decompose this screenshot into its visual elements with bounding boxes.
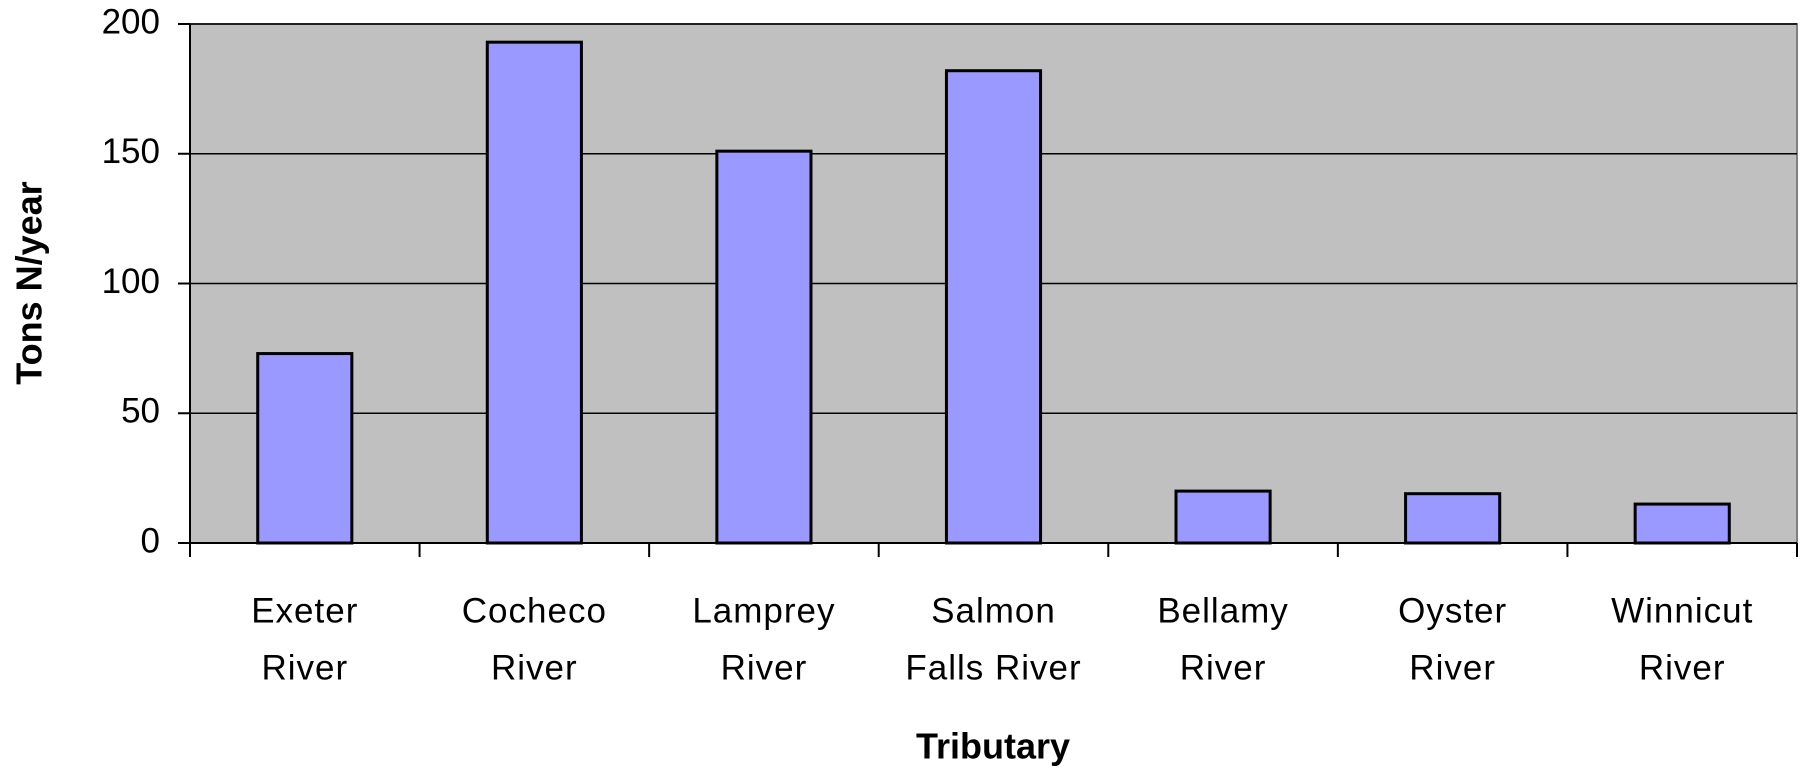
x-tick-label: Cocheco — [462, 591, 607, 630]
x-tick-label: Oyster — [1398, 591, 1507, 630]
x-tick-label: River — [1639, 648, 1726, 687]
bar — [1404, 492, 1502, 545]
x-tick-label: Bellamy — [1157, 591, 1288, 630]
y-tick-label: 100 — [102, 262, 160, 301]
bar — [1633, 502, 1731, 545]
bar — [1174, 489, 1272, 545]
bar — [485, 40, 583, 545]
x-tick-label: Exeter — [251, 591, 358, 630]
x-tick-label: River — [721, 648, 808, 687]
y-axis-title: Tons N/year — [9, 181, 50, 384]
bar — [944, 69, 1043, 545]
x-tick-label: River — [1409, 648, 1496, 687]
y-tick-label: 0 — [141, 521, 160, 560]
x-tick-label: Winnicut — [1611, 591, 1753, 630]
y-tick-label: 50 — [121, 392, 160, 431]
bar — [256, 352, 354, 545]
x-tick-label: River — [491, 648, 578, 687]
x-tick-label: Falls River — [905, 648, 1081, 687]
x-tick-label: Salmon — [931, 591, 1056, 630]
bar — [715, 149, 813, 545]
x-tick-label: River — [1180, 648, 1267, 687]
y-tick-label: 200 — [102, 2, 160, 41]
y-tick-label: 150 — [102, 132, 160, 171]
x-axis-title: Tributary — [916, 726, 1070, 767]
x-tick-label: Lamprey — [692, 591, 835, 630]
x-tick-label: River — [261, 648, 348, 687]
